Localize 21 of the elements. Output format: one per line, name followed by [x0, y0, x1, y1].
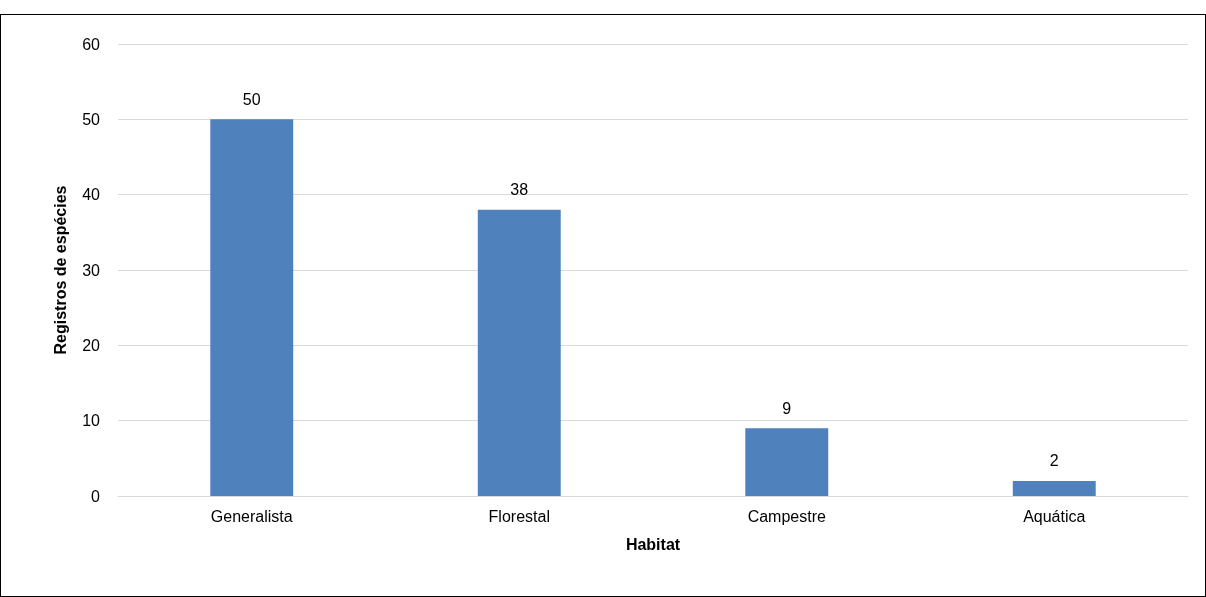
y-tick-label: 60 — [82, 35, 101, 53]
y-axis-title: Registros de espécies — [51, 185, 69, 355]
bar — [745, 428, 829, 496]
y-tick-label: 50 — [82, 110, 101, 128]
data-label: 50 — [242, 90, 261, 108]
data-label: 2 — [1049, 452, 1059, 470]
x-tick-label: Florestal — [488, 507, 550, 525]
data-label: 38 — [510, 181, 529, 199]
x-axis-title: Habitat — [625, 535, 681, 553]
y-tick-label: 0 — [91, 487, 101, 505]
y-tick-label: 20 — [82, 336, 101, 354]
y-tick-label: 40 — [82, 186, 101, 204]
y-tick-label: 10 — [82, 412, 101, 430]
x-tick-label: Aquática — [1023, 507, 1086, 525]
data-label: 9 — [782, 399, 792, 417]
bar — [1012, 480, 1096, 496]
y-tick-label: 30 — [82, 261, 101, 279]
x-tick-label: Generalista — [210, 507, 293, 525]
x-tick-label: Campestre — [747, 507, 826, 525]
bar — [210, 119, 294, 496]
bar — [477, 209, 561, 496]
